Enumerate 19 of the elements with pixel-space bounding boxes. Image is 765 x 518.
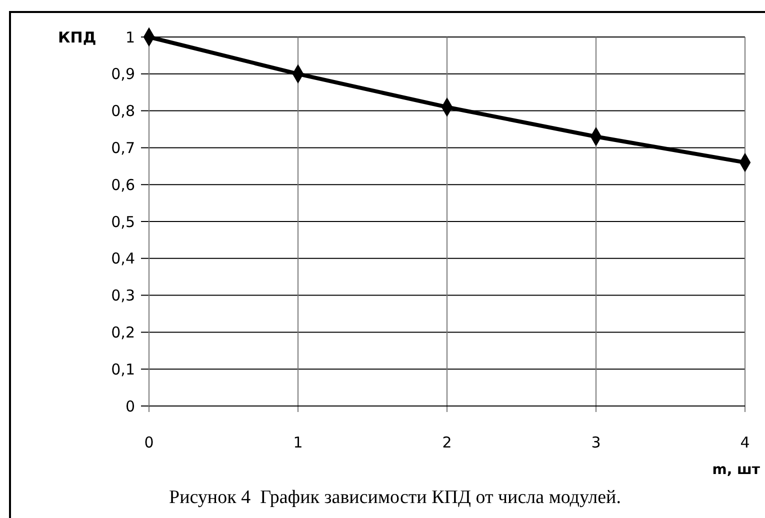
- y-tick-label: 0,5: [111, 212, 135, 231]
- x-tick-label: 0: [144, 433, 154, 452]
- x-tick-label: 3: [591, 433, 601, 452]
- y-tick-label: 0: [125, 397, 135, 416]
- x-tick-label: 2: [442, 433, 452, 452]
- y-tick-label: 0,9: [111, 65, 135, 84]
- y-axis-title: КПД: [58, 28, 96, 46]
- y-tick-label: 0,3: [111, 286, 135, 305]
- x-axis-title: m, шт: [712, 462, 761, 478]
- x-tick-label: 1: [293, 433, 303, 452]
- x-tick-label: 4: [740, 433, 750, 452]
- y-tick-label: 0,1: [111, 360, 135, 378]
- y-tick-label: 1: [125, 28, 135, 46]
- y-tick-label: 0,8: [111, 102, 135, 120]
- y-tick-label: 0,6: [111, 176, 135, 194]
- y-tick-label: 0,7: [111, 138, 135, 157]
- y-tick-label: 0,2: [111, 323, 135, 342]
- y-tick-label: 0,4: [111, 250, 135, 268]
- text: Рисунок 4 График зависимости КПД от числа модулей.: [169, 487, 621, 508]
